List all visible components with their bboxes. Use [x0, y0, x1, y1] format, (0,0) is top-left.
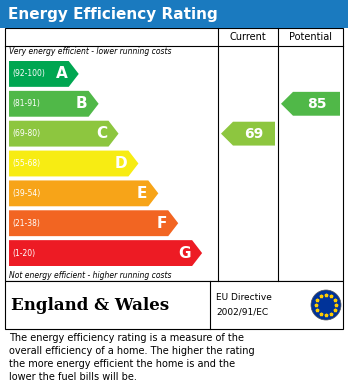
Text: G: G	[179, 246, 191, 260]
Text: The energy efficiency rating is a measure of the: The energy efficiency rating is a measur…	[9, 333, 244, 343]
Text: D: D	[115, 156, 127, 171]
Text: B: B	[76, 96, 88, 111]
Polygon shape	[281, 92, 340, 116]
Text: (39-54): (39-54)	[12, 189, 40, 198]
Text: 85: 85	[307, 97, 326, 111]
Polygon shape	[9, 180, 158, 206]
Text: (92-100): (92-100)	[12, 70, 45, 79]
Bar	[0, 0, 348, 28]
Text: C: C	[96, 126, 108, 141]
Text: (55-68): (55-68)	[12, 159, 40, 168]
Text: EU Directive: EU Directive	[216, 294, 272, 303]
Polygon shape	[9, 240, 202, 266]
Text: 2002/91/EC: 2002/91/EC	[216, 307, 268, 316]
Text: Very energy efficient - lower running costs: Very energy efficient - lower running co…	[9, 47, 172, 56]
Text: (69-80): (69-80)	[12, 129, 40, 138]
Text: Energy Efficiency Rating: Energy Efficiency Rating	[8, 7, 218, 22]
Text: England & Wales: England & Wales	[11, 296, 169, 314]
Text: (21-38): (21-38)	[12, 219, 40, 228]
Polygon shape	[9, 210, 178, 236]
Text: E: E	[137, 186, 147, 201]
Text: overall efficiency of a home. The higher the rating: overall efficiency of a home. The higher…	[9, 346, 255, 356]
Polygon shape	[9, 61, 79, 87]
Polygon shape	[221, 122, 275, 145]
Text: (81-91): (81-91)	[12, 99, 40, 108]
Circle shape	[311, 290, 341, 320]
Text: A: A	[56, 66, 68, 81]
Text: Potential: Potential	[289, 32, 332, 42]
Polygon shape	[9, 91, 98, 117]
Text: 69: 69	[244, 127, 264, 141]
Polygon shape	[9, 151, 139, 176]
Text: lower the fuel bills will be.: lower the fuel bills will be.	[9, 372, 137, 382]
Polygon shape	[9, 121, 119, 147]
Bar	[5, 28, 343, 281]
Text: Not energy efficient - higher running costs: Not energy efficient - higher running co…	[9, 271, 172, 280]
Text: F: F	[157, 216, 167, 231]
Text: (1-20): (1-20)	[12, 249, 35, 258]
Text: the more energy efficient the home is and the: the more energy efficient the home is an…	[9, 359, 235, 369]
Bar	[5, 281, 343, 329]
Text: Current: Current	[230, 32, 266, 42]
